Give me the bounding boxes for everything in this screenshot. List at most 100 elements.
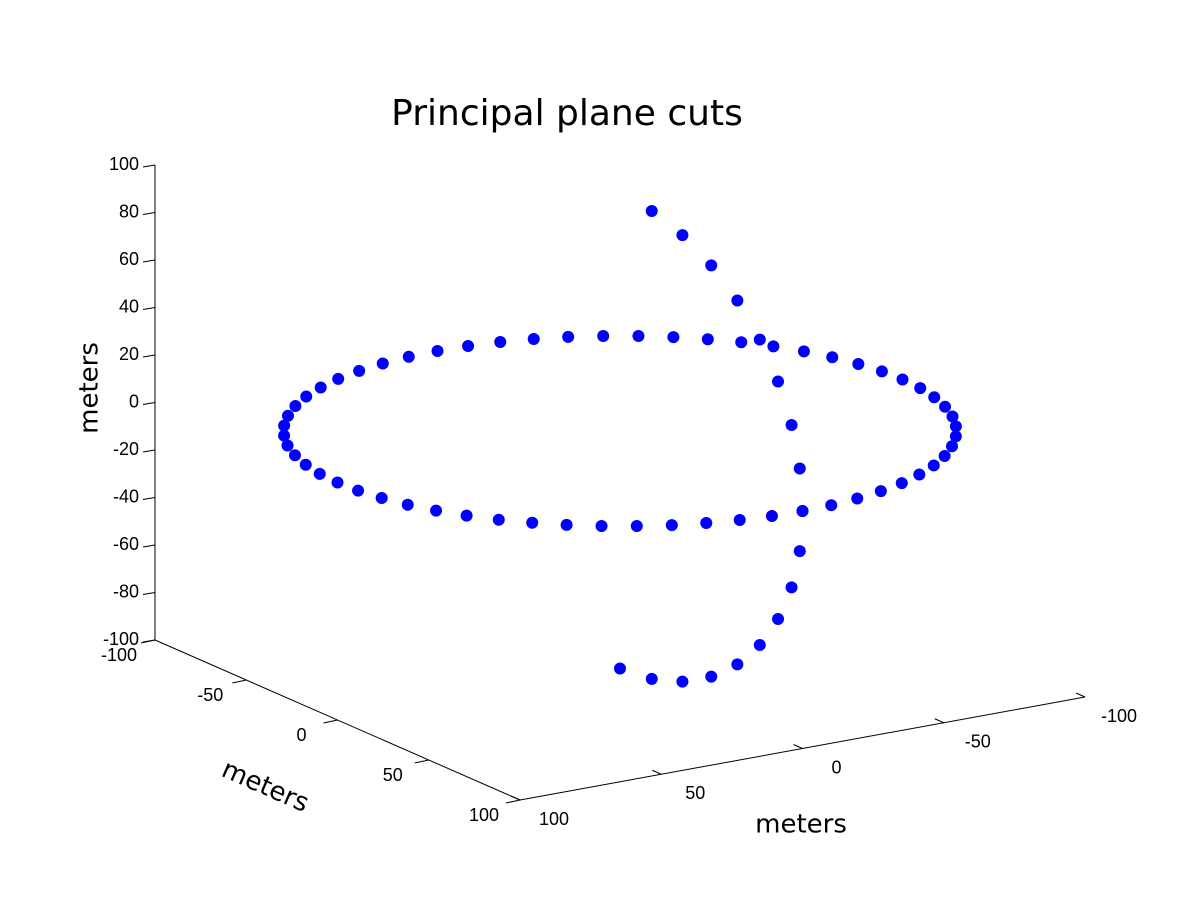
- data-point: [949, 430, 962, 443]
- data-point: [492, 513, 505, 526]
- data-point: [665, 519, 678, 532]
- z-tick: [142, 449, 156, 453]
- data-point: [928, 391, 941, 404]
- z-tick: [142, 164, 156, 168]
- data-point: [667, 331, 680, 344]
- data-point: [851, 492, 864, 505]
- data-point: [945, 440, 958, 453]
- y-tick: [232, 679, 247, 684]
- z-tick-label: -40: [113, 486, 139, 506]
- data-point: [913, 468, 926, 481]
- data-point: [701, 333, 714, 346]
- y-axis-label: meters: [217, 754, 313, 818]
- data-point: [793, 462, 806, 475]
- data-point: [630, 520, 643, 533]
- data-point: [632, 329, 645, 342]
- x-tick: [934, 718, 944, 724]
- data-point: [614, 662, 626, 675]
- data-point: [401, 498, 414, 511]
- x-tick: [1075, 692, 1086, 698]
- data-point: [796, 505, 809, 517]
- data-point: [949, 420, 962, 433]
- data-point: [852, 357, 865, 370]
- data-point: [875, 365, 888, 378]
- y-tick-label: 0: [296, 725, 306, 745]
- data-point: [753, 638, 766, 651]
- data-point: [645, 204, 658, 217]
- data-point: [460, 509, 473, 522]
- data-point: [645, 672, 658, 685]
- z-tick: [142, 354, 156, 358]
- x-tick: [793, 744, 803, 749]
- data-point: [527, 333, 540, 346]
- z-tick: [142, 402, 156, 405]
- data-point: [785, 418, 798, 431]
- data-point: [826, 351, 839, 364]
- z-tick: [142, 544, 156, 548]
- data-point: [896, 373, 909, 386]
- data-point: [299, 458, 312, 471]
- z-tick-label: 40: [119, 296, 139, 316]
- data-point: [753, 333, 766, 346]
- data-point: [278, 429, 291, 442]
- z-tick: [142, 212, 156, 215]
- z-tick-label: 100: [109, 154, 139, 174]
- data-point: [735, 336, 748, 349]
- x-tick: [652, 769, 662, 775]
- data-point: [731, 658, 744, 671]
- data-point: [597, 329, 610, 342]
- data-point: [914, 382, 927, 395]
- y-tick-label: -50: [197, 685, 223, 705]
- data-point: [700, 516, 713, 529]
- data-point: [494, 336, 507, 349]
- x-tick-label: 0: [831, 757, 841, 777]
- data-point: [313, 467, 326, 480]
- data-point: [560, 518, 573, 531]
- chart-title: Principal plane cuts: [391, 93, 743, 134]
- data-point: [927, 459, 940, 472]
- data-point: [353, 364, 366, 377]
- z-tick-label: 0: [129, 391, 139, 411]
- z-tick: [142, 497, 156, 500]
- z-tick: [142, 259, 156, 263]
- data-point: [705, 259, 718, 272]
- data-point: [288, 449, 301, 462]
- data-point: [772, 613, 785, 626]
- z-tick: [142, 592, 156, 595]
- data-point: [676, 229, 689, 242]
- x-tick: [510, 795, 521, 801]
- data-point: [874, 485, 887, 498]
- z-tick-label: -20: [113, 439, 139, 459]
- data-point: [946, 410, 959, 423]
- data-point: [939, 400, 952, 413]
- z-tick-label: -80: [113, 581, 139, 601]
- data-point: [793, 545, 806, 558]
- data-point: [289, 400, 302, 413]
- data-point: [938, 449, 951, 462]
- data-point: [314, 381, 327, 394]
- data-point: [331, 476, 344, 489]
- data-point: [281, 439, 294, 452]
- data-point: [772, 375, 785, 388]
- data-point: [352, 484, 365, 497]
- data-point: [825, 499, 838, 512]
- x-axis-label: meters: [755, 810, 847, 840]
- z-tick-label: 60: [119, 249, 139, 269]
- z-tick-label: 80: [119, 201, 139, 221]
- data-point: [282, 409, 295, 422]
- data-point: [332, 372, 345, 385]
- y-tick: [505, 799, 521, 804]
- data-point: [430, 504, 443, 517]
- data-point: [733, 513, 746, 526]
- x-tick-label: -50: [965, 732, 991, 752]
- y-tick: [140, 639, 156, 644]
- x-tick-label: 50: [685, 783, 705, 803]
- data-point: [526, 516, 539, 529]
- y-tick-label: 50: [383, 765, 403, 785]
- data-point: [562, 330, 575, 343]
- data-point: [767, 340, 780, 353]
- data-point: [376, 357, 389, 370]
- x-tick-label: 100: [539, 809, 569, 829]
- y-tick-label: -100: [101, 645, 137, 665]
